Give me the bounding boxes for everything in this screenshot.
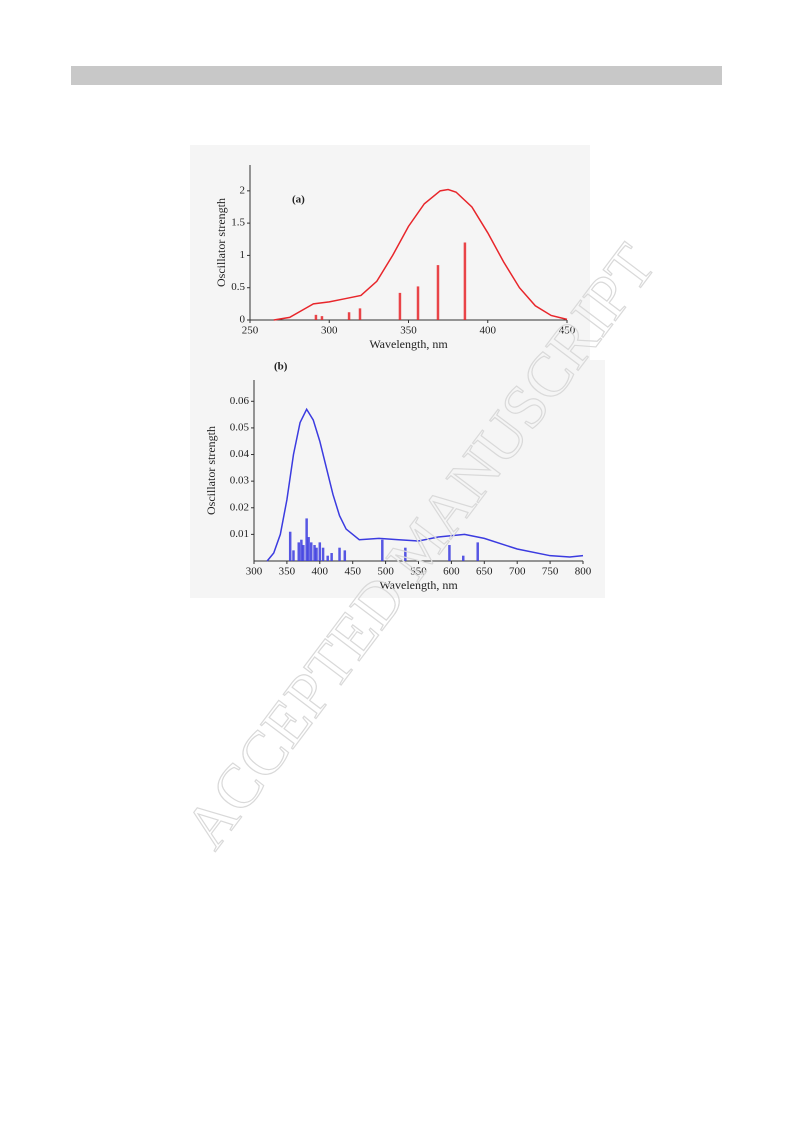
x-tick-label: 300: [321, 325, 338, 337]
x-tick-label: 700: [509, 566, 526, 578]
x-axis-label: Wavelength, nm: [369, 337, 448, 351]
x-tick-label: 800: [575, 566, 592, 578]
x-tick-label: 450: [559, 325, 576, 337]
y-axis-label: Oscillator strength: [204, 426, 218, 515]
x-tick-label: 350: [279, 566, 296, 578]
y-tick-label: 0.5: [231, 281, 245, 293]
header-bar: [71, 66, 722, 85]
spectrum-curve: [266, 407, 584, 562]
x-tick-label: 750: [542, 566, 559, 578]
y-tick-label: 0.01: [230, 528, 249, 540]
y-axis-label: Oscillator strength: [214, 198, 228, 287]
x-tick-label: 400: [312, 566, 329, 578]
figure-b-frame: [190, 360, 605, 598]
y-tick-label: 2: [240, 184, 246, 196]
x-tick-label: 600: [443, 566, 460, 578]
x-axis-label: Wavelength, nm: [379, 578, 458, 592]
x-tick-label: 450: [344, 566, 361, 578]
spectrum-curve: [273, 188, 568, 321]
x-tick-label: 300: [246, 566, 263, 578]
x-tick-label: 500: [377, 566, 394, 578]
x-tick-label: 550: [410, 566, 427, 578]
x-tick-label: 250: [242, 325, 259, 337]
y-tick-label: 0.03: [230, 475, 250, 487]
y-tick-label: 0.04: [230, 448, 250, 460]
y-tick-label: 0: [240, 314, 246, 326]
figure-a-frame: [190, 145, 590, 360]
panel-label: (a): [292, 194, 305, 206]
x-tick-label: 650: [476, 566, 493, 578]
panel-label: (b): [274, 361, 288, 373]
x-tick-label: 350: [400, 325, 417, 337]
y-tick-label: 0.05: [230, 421, 250, 433]
x-tick-label: 400: [480, 325, 497, 337]
y-tick-label: 0.06: [230, 395, 250, 407]
y-tick-label: 1: [240, 249, 246, 261]
y-tick-label: 1.5: [231, 217, 245, 229]
y-tick-label: 0.02: [230, 501, 249, 513]
